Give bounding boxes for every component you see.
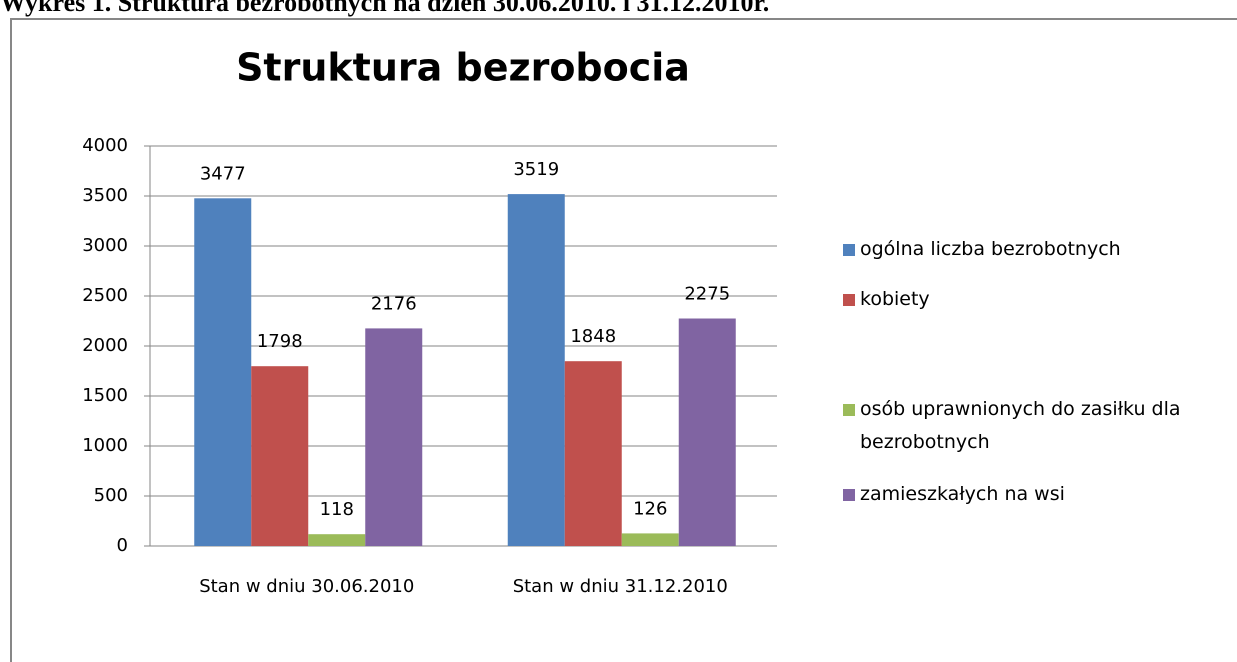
legend-swatch (843, 404, 855, 416)
chart-frame (10, 18, 1237, 662)
x-tick-label: Stan w dniu 31.12.2010 (513, 576, 728, 597)
bar (194, 198, 252, 547)
data-label: 1848 (570, 326, 616, 347)
y-tick-label: 3000 (82, 235, 128, 256)
legend-swatch (843, 294, 855, 306)
data-label: 126 (633, 498, 667, 519)
bar (251, 366, 309, 546)
legend-swatch (843, 489, 855, 501)
legend-item: ogólna liczba bezrobotnych (840, 233, 1230, 266)
legend-label: osób uprawnionych do zasiłku dla bezrobo… (860, 398, 1181, 453)
x-tick-label: Stan w dniu 30.06.2010 (199, 576, 414, 597)
bar (621, 533, 679, 546)
y-tick-label: 1500 (82, 385, 128, 406)
y-tick-label: 0 (117, 535, 128, 556)
legend-label: zamieszkałych na wsi (860, 483, 1065, 505)
bar (365, 328, 423, 546)
data-label: 3477 (200, 163, 246, 184)
bar (308, 534, 366, 546)
legend-item: kobiety (840, 283, 1230, 316)
legend-label: kobiety (860, 288, 930, 310)
legend-item: zamieszkałych na wsi (840, 478, 1230, 511)
legend-swatch (843, 244, 855, 256)
bar (678, 318, 736, 546)
data-label: 2176 (371, 293, 417, 314)
y-tick-label: 4000 (82, 135, 128, 156)
bar (507, 194, 565, 546)
chart-title: Struktura bezrobocia (236, 46, 690, 90)
legend-item: osób uprawnionych do zasiłku dla bezrobo… (840, 393, 1230, 459)
data-label: 2275 (684, 284, 730, 305)
data-label: 3519 (513, 159, 559, 180)
y-tick-label: 3500 (82, 185, 128, 206)
bar (564, 361, 622, 546)
data-label: 1798 (257, 331, 303, 352)
y-tick-label: 2000 (82, 335, 128, 356)
caption: Wykres 1. Struktura bezrobotnych na dzie… (0, 0, 770, 17)
legend-label: ogólna liczba bezrobotnych (860, 238, 1121, 260)
y-tick-label: 1000 (82, 435, 128, 456)
data-label: 118 (320, 499, 354, 520)
y-tick-label: 2500 (82, 285, 128, 306)
y-tick-label: 500 (94, 485, 128, 506)
